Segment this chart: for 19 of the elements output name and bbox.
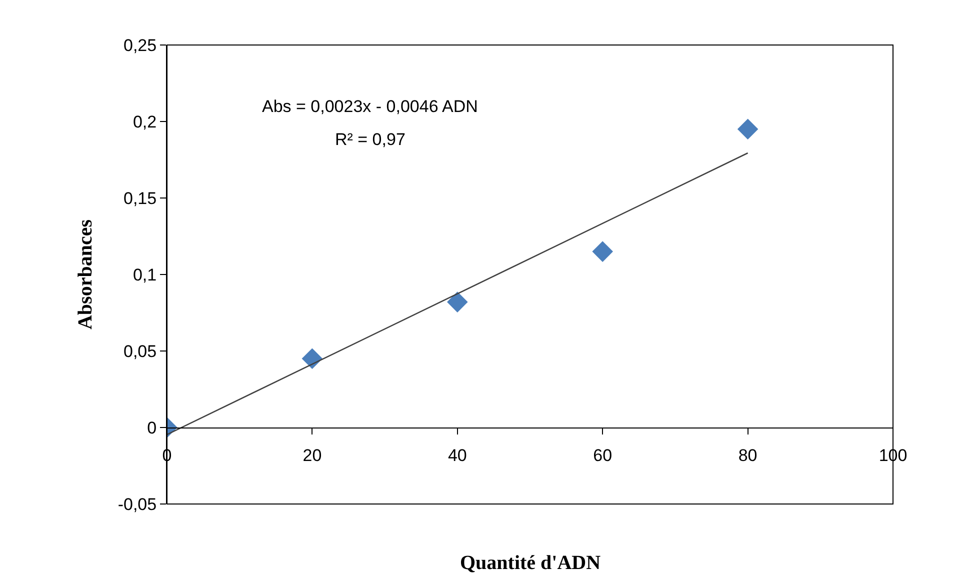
annotation: R² = 0,97 [335,130,406,149]
x-axis-title: Quantité d'ADN [460,552,602,574]
x-tick-label: 20 [302,446,322,465]
y-axis-title: Absorbances [74,219,96,330]
y-tick-label: 0,1 [132,265,157,284]
y-tick-label: 0,2 [132,112,157,132]
point [592,241,613,262]
point [447,292,468,312]
annotation: Abs = 0,0023x - 0,0046 ADN [262,97,478,116]
x-tick-label: 80 [738,446,758,465]
y-tick-label: 0,15 [124,188,157,208]
y-tick-label: 0 [147,418,157,438]
y-tick-label: 0,05 [124,342,157,361]
point [302,348,323,370]
x-tick-label: 60 [593,446,612,465]
point [737,118,758,140]
y-tick-label: 0,25 [124,36,157,55]
x-tick-label: 40 [448,446,467,465]
y-tick-label: -0,05 [118,494,157,514]
